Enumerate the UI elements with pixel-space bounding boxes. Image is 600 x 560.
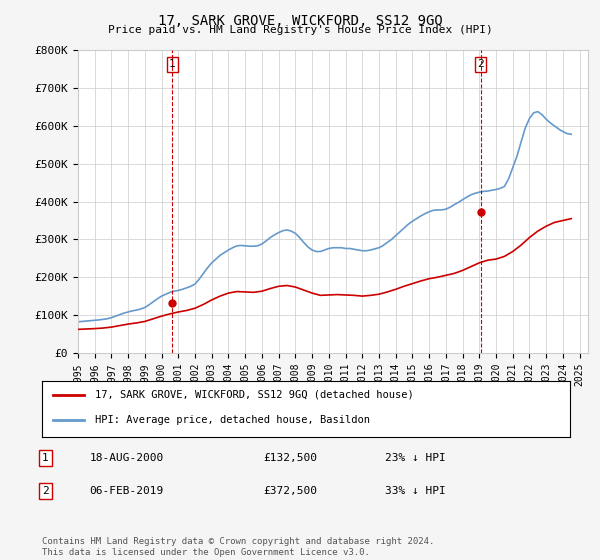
Text: 23% ↓ HPI: 23% ↓ HPI (385, 453, 446, 463)
Text: 1: 1 (169, 59, 176, 69)
Text: 33% ↓ HPI: 33% ↓ HPI (385, 486, 446, 496)
Text: 18-AUG-2000: 18-AUG-2000 (89, 453, 164, 463)
Text: 06-FEB-2019: 06-FEB-2019 (89, 486, 164, 496)
Text: 2: 2 (42, 486, 49, 496)
Text: 17, SARK GROVE, WICKFORD, SS12 9GQ: 17, SARK GROVE, WICKFORD, SS12 9GQ (158, 14, 442, 28)
Text: HPI: Average price, detached house, Basildon: HPI: Average price, detached house, Basi… (95, 415, 370, 425)
Text: Price paid vs. HM Land Registry's House Price Index (HPI): Price paid vs. HM Land Registry's House … (107, 25, 493, 35)
Text: 2: 2 (478, 59, 484, 69)
Text: 17, SARK GROVE, WICKFORD, SS12 9GQ (detached house): 17, SARK GROVE, WICKFORD, SS12 9GQ (deta… (95, 390, 413, 400)
Text: £372,500: £372,500 (264, 486, 318, 496)
Text: 1: 1 (42, 453, 49, 463)
Text: £132,500: £132,500 (264, 453, 318, 463)
Text: Contains HM Land Registry data © Crown copyright and database right 2024.: Contains HM Land Registry data © Crown c… (42, 537, 434, 546)
Text: This data is licensed under the Open Government Licence v3.0.: This data is licensed under the Open Gov… (42, 548, 370, 557)
